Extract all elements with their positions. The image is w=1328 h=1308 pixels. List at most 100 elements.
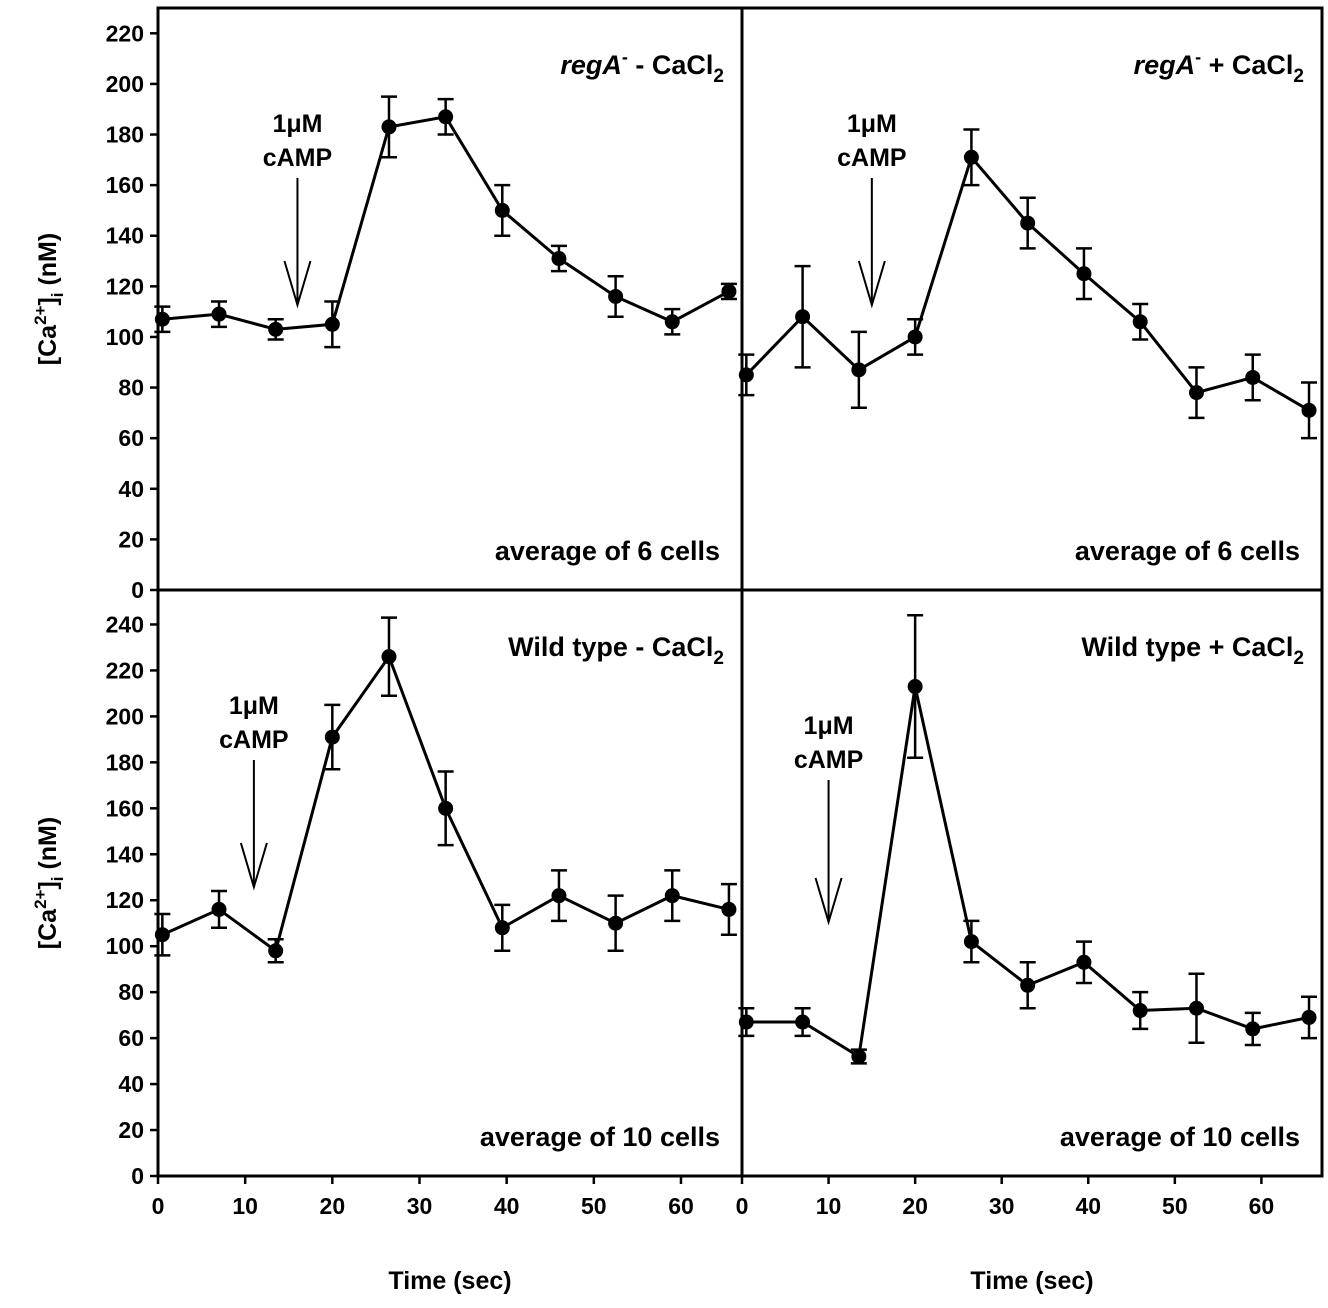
x-tick-label: 10 <box>816 1193 842 1219</box>
panel-label: regA- - CaCl2 <box>560 47 724 87</box>
y-tick-label: 180 <box>106 122 144 148</box>
annotation-arrow-head <box>283 260 312 309</box>
data-point <box>738 1014 754 1030</box>
data-point <box>963 934 979 950</box>
panel-frame <box>156 588 744 1178</box>
cell-count-note: average of 6 cells <box>495 536 720 566</box>
panel-4: 0 10 20 30 40 50 60 Time (sec) Wild type + CaCl2… <box>736 588 1324 1295</box>
panel-label-subscript: 2 <box>1293 66 1304 87</box>
y-axis-title-subscript: i <box>48 292 67 297</box>
annotation-arrow-head <box>857 260 886 309</box>
data-point <box>1076 954 1092 970</box>
y-axis-title-part: [Ca <box>34 324 62 365</box>
data-point <box>324 316 340 332</box>
x-tick-label: 40 <box>494 1193 520 1219</box>
panel-label-condition: + CaCl <box>1201 50 1293 80</box>
x-tick-label: 20 <box>320 1193 346 1219</box>
y-tick-label: 0 <box>131 577 144 603</box>
y-tick-label: 120 <box>106 887 144 913</box>
y-tick-label: 40 <box>118 1071 144 1097</box>
y-axis-title-subscript: i <box>48 876 67 881</box>
y-tick-label: 200 <box>106 71 144 97</box>
x-axis-title: Time (sec) <box>388 1267 511 1295</box>
panel-frame <box>156 6 744 592</box>
y-tick-label: 220 <box>106 20 144 46</box>
y-tick-label: 140 <box>106 841 144 867</box>
data-point <box>738 367 754 383</box>
data-point <box>1020 215 1036 231</box>
data-point <box>1132 314 1148 330</box>
y-tick-label: 160 <box>106 172 144 198</box>
cell-count-note: average of 10 cells <box>1060 1122 1300 1152</box>
y-tick-label: 80 <box>118 979 144 1005</box>
x-tick-label: 30 <box>989 1193 1015 1219</box>
data-point <box>1301 402 1317 418</box>
annotation-label-line2: cAMP <box>263 144 332 172</box>
panel-label-superscript: - <box>1195 47 1201 67</box>
data-point <box>268 943 284 959</box>
data-point <box>211 306 227 322</box>
data-point <box>154 311 170 327</box>
y-axis-title-part: ] <box>34 881 62 889</box>
data-point <box>494 920 510 936</box>
series-line <box>745 154 1310 412</box>
panel-label-subscript: 2 <box>713 648 724 669</box>
data-point <box>795 1014 811 1030</box>
y-axis-title: [Ca2+]i (nM) <box>31 233 67 365</box>
panel-label-subscript: 2 <box>713 66 724 87</box>
data-point <box>1301 1009 1317 1025</box>
y-tick-label: 0 <box>131 1163 144 1189</box>
annotation-arrow-head <box>814 877 843 926</box>
x-tick-label: 60 <box>1249 1193 1275 1219</box>
data-point <box>664 888 680 904</box>
annotation-label-line2: cAMP <box>219 726 288 754</box>
y-axis-title-part: (nM) <box>34 233 62 293</box>
y-tick-label: 160 <box>106 795 144 821</box>
panel-label-condition: Wild type + CaCl <box>1081 632 1293 662</box>
y-axis-title-part: ] <box>34 297 62 305</box>
annotation-label-line2: cAMP <box>837 144 906 172</box>
y-tick-label: 100 <box>106 324 144 350</box>
y-tick-label: 200 <box>106 703 144 729</box>
x-tick-label: 0 <box>152 1193 165 1219</box>
y-tick-label: 20 <box>118 1117 144 1143</box>
data-point <box>381 649 397 665</box>
data-point <box>907 329 923 345</box>
y-tick-label: 60 <box>118 1025 144 1051</box>
panel-label-condition: - CaCl <box>628 50 714 80</box>
x-tick-label: 60 <box>668 1193 694 1219</box>
cell-count-note: average of 10 cells <box>480 1122 720 1152</box>
y-tick-label: 220 <box>106 657 144 683</box>
x-tick-label: 30 <box>407 1193 433 1219</box>
panel-label-subscript: 2 <box>1293 648 1304 669</box>
data-point <box>721 901 737 917</box>
data-point <box>721 283 737 299</box>
data-point <box>1245 369 1261 385</box>
data-point <box>608 288 624 304</box>
data-point <box>1188 385 1204 401</box>
x-axis-title: Time (sec) <box>970 1267 1093 1295</box>
data-point <box>1188 1000 1204 1016</box>
data-point <box>1076 266 1092 282</box>
y-tick-label: 180 <box>106 749 144 775</box>
panel-label-strain: regA <box>1134 50 1196 80</box>
data-point <box>608 915 624 931</box>
data-point <box>963 149 979 165</box>
panel-2: regA- + CaCl2 average of 6 cells 1μM cAMP <box>738 6 1324 592</box>
data-point <box>438 800 454 816</box>
x-tick-label: 50 <box>1162 1193 1188 1219</box>
y-tick-label: 100 <box>106 933 144 959</box>
data-point <box>551 251 567 267</box>
x-tick-label: 50 <box>581 1193 607 1219</box>
panel-label: regA- + CaCl2 <box>1134 47 1304 87</box>
y-axis-title: [Ca2+]i (nM) <box>31 817 67 949</box>
panel-1: 0 20 40 60 80 100 120 140 160 180 200 220 [Ca2+]i (n… <box>31 6 744 603</box>
panel-label-superscript: - <box>622 47 628 67</box>
y-tick-label: 80 <box>118 375 144 401</box>
annotation-label-line1: 1μM <box>272 110 322 138</box>
y-axis-title-superscript: 2+ <box>31 889 50 908</box>
x-tick-label: 0 <box>736 1193 749 1219</box>
annotation-label-line2: cAMP <box>794 746 863 774</box>
